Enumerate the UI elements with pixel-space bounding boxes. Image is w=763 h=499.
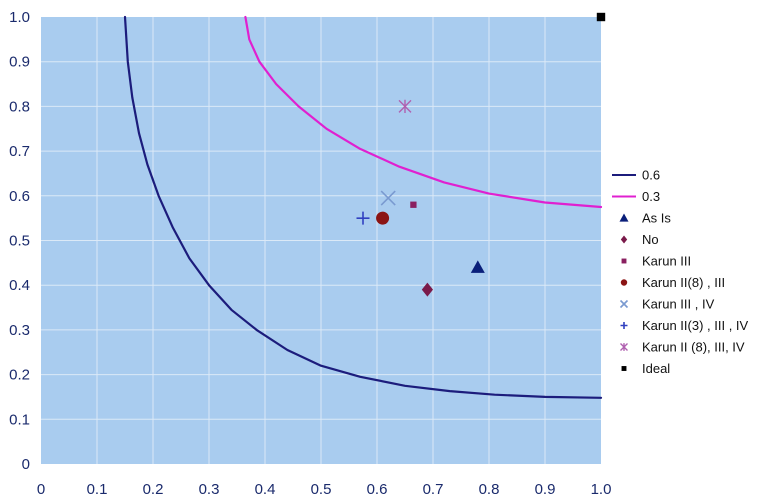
x-tick-label: 0.9 <box>535 481 556 498</box>
legend: 0.6 0.3 As Is No Karun III Karun II(8) , III K… <box>612 168 749 377</box>
y-tick-label: 0.7 <box>9 143 30 160</box>
x-tick-label: 0 <box>37 481 45 498</box>
y-tick-label: 0.3 <box>9 322 30 339</box>
legend-swatch <box>621 322 628 329</box>
x-tick-label: 0.4 <box>255 481 276 498</box>
legend-swatch <box>621 343 628 351</box>
x-tick-label: 0.8 <box>479 481 500 498</box>
y-axis-ticks: 0 0.1 0.2 0.3 0.4 0.5 0.6 0.7 0.8 0.9 1.0 <box>9 9 30 473</box>
legend-label: 0.3 <box>642 189 660 204</box>
legend-swatch <box>621 236 627 244</box>
legend-swatch <box>622 366 627 371</box>
legend-label: Karun II (8), III, IV <box>642 340 745 355</box>
marker-karun-ii-8-iii <box>376 212 389 225</box>
x-tick-label: 0.1 <box>87 481 108 498</box>
y-tick-label: 0.6 <box>9 188 30 205</box>
x-tick-label: 1.0 <box>591 481 612 498</box>
legend-swatch <box>620 214 629 222</box>
y-tick-label: 0 <box>22 456 30 473</box>
legend-label: No <box>642 232 659 247</box>
x-tick-label: 0.7 <box>423 481 444 498</box>
x-tick-label: 0.2 <box>143 481 164 498</box>
marker-karun-iii <box>410 202 416 208</box>
y-tick-label: 0.1 <box>9 411 30 428</box>
y-tick-label: 0.5 <box>9 233 30 250</box>
y-tick-label: 0.8 <box>9 98 30 115</box>
x-axis-ticks: 0 0.1 0.2 0.3 0.4 0.5 0.6 0.7 0.8 0.9 1.0 <box>37 481 612 498</box>
legend-label: Karun II(8) , III <box>642 275 725 290</box>
y-tick-label: 0.2 <box>9 367 30 384</box>
x-tick-label: 0.3 <box>199 481 220 498</box>
y-tick-label: 1.0 <box>9 9 30 26</box>
x-tick-label: 0.5 <box>311 481 332 498</box>
legend-label: Karun III , IV <box>642 297 715 312</box>
y-tick-label: 0.4 <box>9 277 30 294</box>
y-tick-label: 0.9 <box>9 54 30 71</box>
legend-swatch <box>621 279 627 285</box>
legend-label: As Is <box>642 211 671 226</box>
legend-swatch <box>621 301 628 308</box>
legend-label: 0.6 <box>642 168 660 183</box>
legend-label: Ideal <box>642 361 670 376</box>
legend-swatch <box>622 259 627 264</box>
marker-ideal <box>597 13 605 21</box>
legend-label: Karun II(3) , III , IV <box>642 318 749 333</box>
legend-label: Karun III <box>642 254 691 269</box>
x-tick-label: 0.6 <box>367 481 388 498</box>
